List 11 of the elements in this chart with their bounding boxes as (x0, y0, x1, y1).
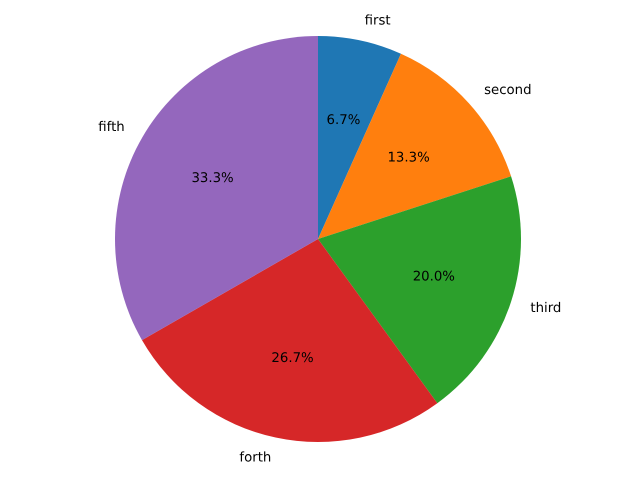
slice-label: forth (239, 450, 272, 465)
slice-label: fifth (98, 120, 125, 135)
data-label: 33.3% (191, 170, 234, 186)
data-label: 20.0% (412, 269, 455, 284)
data-label: 6.7% (326, 112, 360, 128)
data-label: 26.7% (271, 350, 314, 366)
pie-slice (318, 176, 521, 404)
slice-label: first (364, 13, 391, 28)
slice-label: second (484, 82, 532, 98)
data-label: 13.3% (387, 150, 430, 166)
slice-label: third (530, 300, 562, 316)
